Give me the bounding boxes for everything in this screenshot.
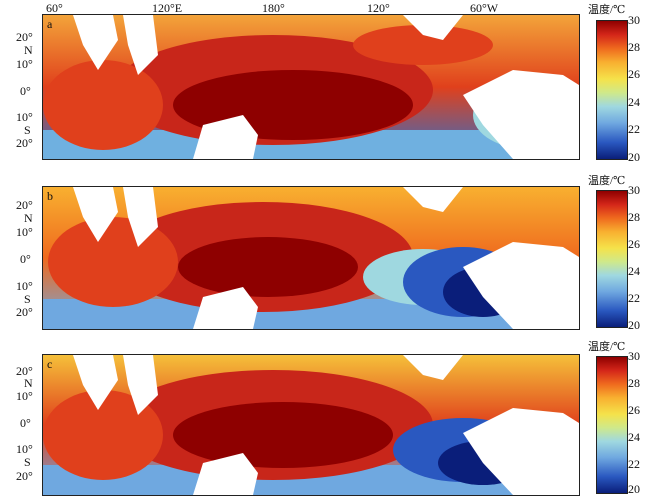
colorbar-c <box>596 356 628 494</box>
lat-tick-c-0: 0° <box>20 416 31 430</box>
cb-c-tick-22: 22 <box>628 457 640 471</box>
cb-b-tick-24: 24 <box>628 264 640 278</box>
cb-b-tick-26: 26 <box>628 237 640 251</box>
colorbar-a <box>596 20 628 160</box>
lat-tick-c-20s: 20° <box>16 469 33 483</box>
lat-tick-b-0: 0° <box>20 252 31 266</box>
lat-tick-a-n: N <box>24 43 33 57</box>
map-panel-a: a <box>42 14 580 160</box>
cb-a-tick-30: 30 <box>628 13 640 27</box>
cb-a-tick-28: 28 <box>628 40 640 54</box>
sst-map-c <box>43 355 579 495</box>
lat-tick-c-10s: 10° <box>16 442 33 456</box>
colorbar-title-a: 温度/℃ <box>588 4 626 16</box>
lat-tick-b-20s: 20° <box>16 305 33 319</box>
lat-tick-c-s: S <box>24 455 31 469</box>
lat-tick-b-10n: 10° <box>16 225 33 239</box>
colorbar-title-c: 温度/℃ <box>588 341 626 353</box>
lat-tick-b-s: S <box>24 292 31 306</box>
lat-tick-a-10n: 10° <box>16 57 33 71</box>
cb-b-tick-30: 30 <box>628 183 640 197</box>
lon-tick-60e: 60° <box>46 1 63 15</box>
cb-c-tick-24: 24 <box>628 430 640 444</box>
lat-tick-a-10s: 10° <box>16 110 33 124</box>
lon-tick-120e: 120°E <box>152 1 183 15</box>
lat-tick-c-10n: 10° <box>16 389 33 403</box>
lat-tick-b-n: N <box>24 211 33 225</box>
panel-label-a: a <box>47 17 53 31</box>
cb-c-tick-26: 26 <box>628 403 640 417</box>
lon-tick-60w: 60°W <box>470 1 499 15</box>
colorbar-title-b: 温度/℃ <box>588 175 626 187</box>
cb-c-tick-30: 30 <box>628 349 640 363</box>
panel-label-b: b <box>47 189 53 203</box>
cb-c-tick-28: 28 <box>628 376 640 390</box>
cb-c-tick-20: 20 <box>628 482 640 496</box>
cb-b-tick-28: 28 <box>628 210 640 224</box>
lat-tick-b-10s: 10° <box>16 279 33 293</box>
cb-a-tick-20: 20 <box>628 150 640 164</box>
lat-tick-c-n: N <box>24 376 33 390</box>
sst-map-b <box>43 187 579 329</box>
cb-b-tick-20: 20 <box>628 318 640 332</box>
lat-tick-a-s: S <box>24 123 31 137</box>
lat-tick-c-20n: 20° <box>16 364 33 378</box>
cb-a-tick-26: 26 <box>628 67 640 81</box>
lon-tick-180: 180° <box>262 1 285 15</box>
lat-tick-a-20s: 20° <box>16 136 33 150</box>
lat-tick-a-0: 0° <box>20 84 31 98</box>
panel-label-c: c <box>47 357 53 371</box>
cb-a-tick-24: 24 <box>628 95 640 109</box>
cb-b-tick-22: 22 <box>628 291 640 305</box>
cb-a-tick-22: 22 <box>628 122 640 136</box>
sst-map-a <box>43 15 579 159</box>
lat-tick-a-20n: 20° <box>16 30 33 44</box>
lat-tick-b-20n: 20° <box>16 198 33 212</box>
map-panel-b: b <box>42 186 580 330</box>
colorbar-b <box>596 190 628 328</box>
map-panel-c: c <box>42 354 580 496</box>
lon-tick-120w: 120° <box>367 1 390 15</box>
